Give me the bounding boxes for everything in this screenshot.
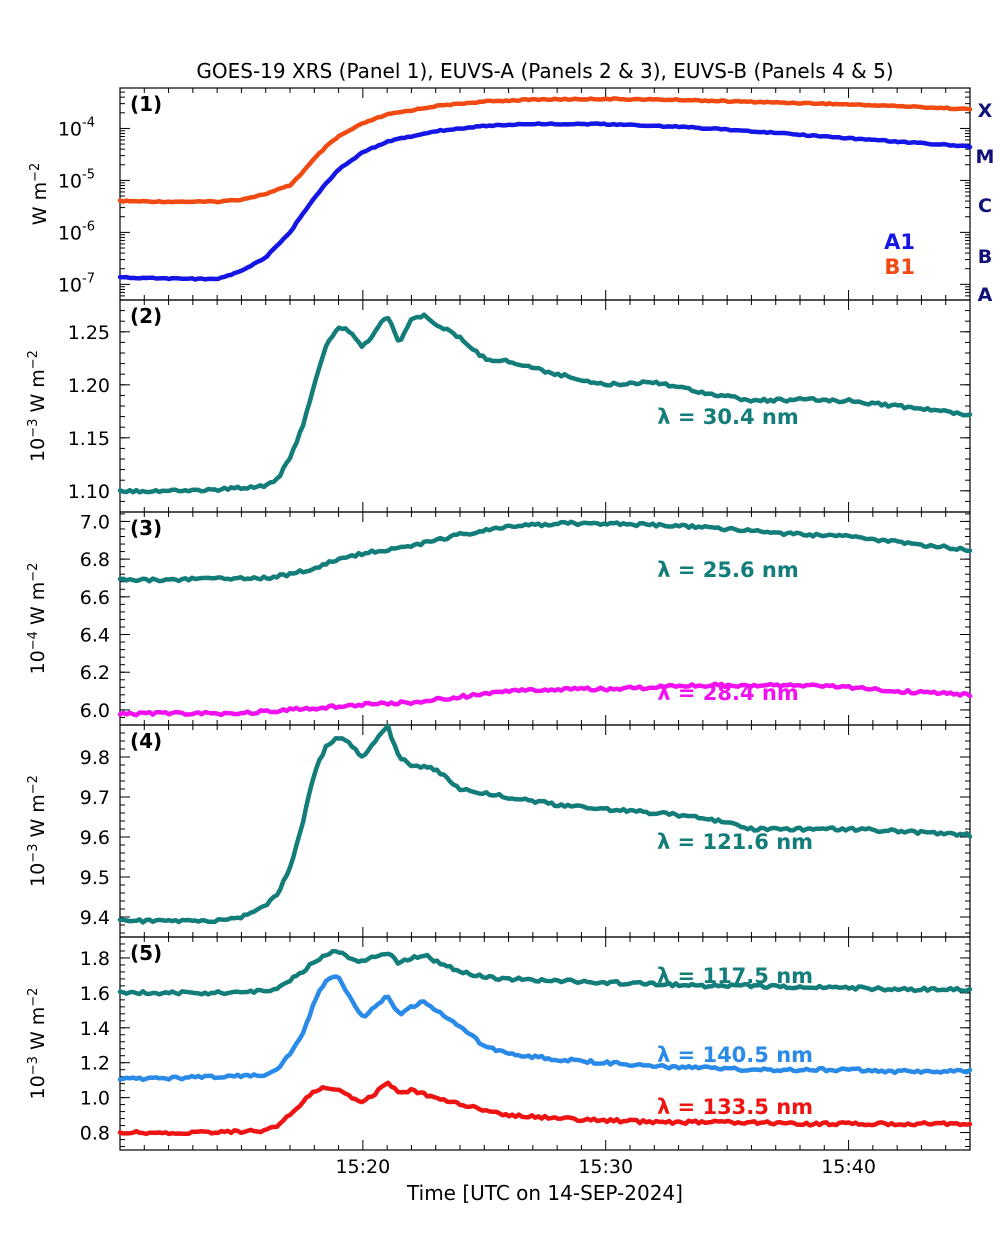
- series-line: [117, 681, 973, 718]
- y-tick-label: 1.4: [80, 1018, 110, 1040]
- series-label: λ = 140.5 nm: [657, 1043, 813, 1067]
- y-tick-label: 1.8: [80, 948, 110, 970]
- series-line: [117, 949, 973, 997]
- y-tick-label: 10-5: [58, 167, 95, 192]
- flare-class-label: M: [976, 146, 995, 168]
- y-tick-label: 9.4: [80, 907, 110, 929]
- x-axis-label: Time [UTC on 14-SEP-2024]: [406, 1181, 683, 1205]
- x-tick-label: 15:20: [335, 1156, 390, 1178]
- panel-2: 1.10 1.15 1.20 1.25 10−3 W m−2 (2) λ = 30.4 nm: [26, 299, 973, 513]
- panel-label: (5): [130, 941, 162, 965]
- x-tick-label: 15:30: [578, 1156, 633, 1178]
- y-tick-label: 1.0: [80, 1088, 110, 1110]
- series-line: [117, 121, 973, 282]
- y-tick-label: 1.10: [68, 481, 110, 503]
- figure-title: GOES-19 XRS (Panel 1), EUVS-A (Panels 2 …: [196, 59, 893, 83]
- series-line: [117, 723, 973, 925]
- panel-label: (4): [130, 729, 162, 753]
- y-axis-label: 10−3 W m−2: [26, 775, 50, 887]
- y-tick-label: 1.20: [68, 375, 110, 397]
- flare-class-label: C: [978, 195, 992, 217]
- panel-label: (3): [130, 516, 162, 540]
- series-label: λ = 133.5 nm: [657, 1095, 813, 1119]
- series-line: [117, 1080, 973, 1137]
- y-tick-label: 9.5: [80, 867, 110, 889]
- y-axis-label: W m−2: [28, 163, 52, 226]
- flare-class-label: X: [978, 100, 993, 122]
- y-tick-label: 6.0: [80, 700, 110, 722]
- y-tick-label: 9.7: [80, 787, 110, 809]
- panel-4: 9.4 9.5 9.6 9.7 9.8 10−3 W m−2 (4) λ = 121.6 nm: [26, 723, 973, 938]
- series-line: [117, 312, 973, 495]
- x-axis: 15:20 15:30 15:40: [335, 1156, 875, 1178]
- series-label: λ = 117.5 nm: [657, 964, 813, 988]
- flare-class-label: B: [978, 246, 992, 268]
- y-tick-label: 6.2: [80, 662, 110, 684]
- panel-label: (2): [130, 304, 162, 328]
- y-tick-label: 1.25: [68, 322, 110, 344]
- series-label: λ = 25.6 nm: [657, 558, 798, 582]
- y-tick-label: 6.8: [80, 549, 110, 571]
- y-tick-label: 6.4: [80, 625, 110, 647]
- y-axis-label: 10−4 W m−2: [26, 563, 50, 675]
- series-line: [117, 519, 973, 584]
- series-label: λ = 28.4 nm: [657, 681, 798, 705]
- flare-class-label: A: [978, 284, 993, 306]
- legend-entry: A1: [884, 230, 915, 254]
- y-tick-label: 7.0: [80, 511, 110, 533]
- panel-frame: [119, 299, 971, 513]
- y-tick-label: 10-4: [58, 115, 95, 140]
- y-tick-label: 10-6: [58, 219, 95, 244]
- y-axis-label: 10−3 W m−2: [26, 350, 50, 462]
- panel-label: (1): [130, 92, 162, 116]
- y-tick-label: 6.6: [80, 587, 110, 609]
- panels-group: 10-710-610-510-4W m−2(1)A1B1XMCBA1.101.1…: [26, 87, 995, 1151]
- series-label: λ = 121.6 nm: [657, 830, 813, 854]
- series-label: λ = 30.4 nm: [657, 405, 798, 429]
- y-tick-label: 10-7: [58, 271, 95, 296]
- panel-frame: [119, 511, 971, 726]
- panel-5: 0.8 1.0 1.2 1.4 1.6 1.8 10−3 W m−2 (5) λ = 117.5…: [26, 936, 973, 1151]
- y-tick-label: 9.6: [80, 827, 110, 849]
- x-tick-label: 15:40: [821, 1156, 876, 1178]
- series-line: [117, 96, 973, 205]
- y-tick-label: 0.8: [80, 1123, 110, 1145]
- y-tick-label: 9.8: [80, 747, 110, 769]
- y-tick-label: 1.6: [80, 983, 110, 1005]
- series-line: [117, 974, 973, 1083]
- y-axis-label: 10−3 W m−2: [26, 988, 50, 1100]
- panel-3: 6.0 6.2 6.4 6.6 6.8 7.0 10−4 W m−2 (3) λ = 25.6 …: [26, 511, 973, 726]
- y-tick-label: 1.15: [68, 428, 110, 450]
- y-tick-label: 1.2: [80, 1053, 110, 1075]
- legend-entry: B1: [884, 255, 915, 279]
- panel-frame: [119, 936, 971, 1151]
